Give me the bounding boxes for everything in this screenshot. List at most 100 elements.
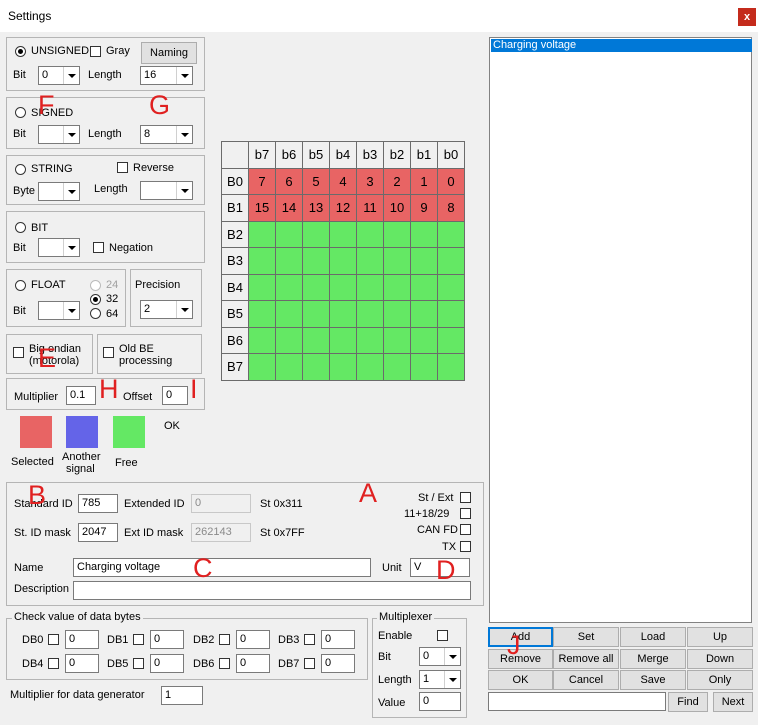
grid-bit-cell[interactable]: [356, 353, 384, 381]
standard-id-input[interactable]: 785: [78, 494, 118, 513]
grid-bit-cell[interactable]: [275, 326, 303, 354]
grid-bit-cell[interactable]: 8: [437, 194, 465, 222]
down-button[interactable]: Down: [687, 649, 753, 669]
db-checkbox[interactable]: [219, 634, 230, 645]
grid-bit-cell[interactable]: [410, 353, 438, 381]
grid-bit-cell[interactable]: 2: [383, 167, 411, 195]
save-button[interactable]: Save: [620, 670, 686, 690]
db-value-input[interactable]: 0: [150, 630, 184, 649]
mux-enable-checkbox[interactable]: [437, 630, 448, 641]
old-be-checkbox[interactable]: [103, 347, 114, 358]
db-checkbox[interactable]: [304, 658, 315, 669]
db-checkbox[interactable]: [133, 634, 144, 645]
string-length-select[interactable]: [140, 181, 193, 200]
db-checkbox[interactable]: [304, 634, 315, 645]
unsigned-radio[interactable]: [15, 46, 26, 57]
grid-bit-cell[interactable]: [356, 220, 384, 248]
grid-bit-cell[interactable]: [356, 326, 384, 354]
grid-bit-cell[interactable]: [437, 247, 465, 275]
string-byte-select[interactable]: [38, 182, 80, 201]
unit-input[interactable]: V: [410, 558, 470, 577]
description-input[interactable]: [73, 581, 471, 600]
grid-bit-cell[interactable]: [302, 326, 330, 354]
grid-bit-cell[interactable]: [302, 300, 330, 328]
grid-bit-cell[interactable]: [383, 326, 411, 354]
db-value-input[interactable]: 0: [236, 654, 270, 673]
bit-bit-select[interactable]: [38, 238, 80, 257]
mux-value-input[interactable]: 0: [419, 692, 461, 711]
grid-bit-cell[interactable]: [329, 353, 357, 381]
grid-bit-cell[interactable]: 15: [248, 194, 276, 222]
load-button[interactable]: Load: [620, 627, 686, 647]
grid-bit-cell[interactable]: 4: [329, 167, 357, 195]
grid-bit-cell[interactable]: 13: [302, 194, 330, 222]
grid-bit-cell[interactable]: 9: [410, 194, 438, 222]
db-value-input[interactable]: 0: [236, 630, 270, 649]
grid-bit-cell[interactable]: [437, 326, 465, 354]
negation-checkbox[interactable]: [93, 242, 104, 253]
grid-bit-cell[interactable]: [275, 300, 303, 328]
db-value-input[interactable]: 0: [321, 654, 355, 673]
cancel-button[interactable]: Cancel: [553, 670, 619, 690]
db-checkbox[interactable]: [133, 658, 144, 669]
set-button[interactable]: Set: [553, 627, 619, 647]
list-item[interactable]: Charging voltage: [491, 39, 752, 52]
grid-bit-cell[interactable]: [329, 273, 357, 301]
only-button[interactable]: Only: [687, 670, 753, 690]
grid-bit-cell[interactable]: [275, 273, 303, 301]
grid-bit-cell[interactable]: 1: [410, 167, 438, 195]
remove-button[interactable]: Remove: [488, 649, 553, 669]
string-radio[interactable]: [15, 164, 26, 175]
db-checkbox[interactable]: [48, 634, 59, 645]
grid-bit-cell[interactable]: [275, 353, 303, 381]
grid-bit-cell[interactable]: [437, 353, 465, 381]
grid-bit-cell[interactable]: [410, 326, 438, 354]
grid-bit-cell[interactable]: [302, 353, 330, 381]
signed-radio[interactable]: [15, 107, 26, 118]
remove-all-button[interactable]: Remove all: [553, 649, 619, 669]
unsigned-length-select[interactable]: 16: [140, 66, 193, 85]
ext-mask-input[interactable]: 262143: [191, 523, 251, 542]
grid-bit-cell[interactable]: [248, 220, 276, 248]
grid-bit-cell[interactable]: [302, 220, 330, 248]
find-button[interactable]: Find: [668, 692, 708, 712]
ok-button[interactable]: OK: [488, 670, 553, 690]
float-bit-select[interactable]: [38, 301, 80, 320]
grid-bit-cell[interactable]: [410, 300, 438, 328]
offset-input[interactable]: 0: [162, 386, 188, 405]
unsigned-bit-select[interactable]: 0: [38, 66, 80, 85]
float-32-radio[interactable]: [90, 294, 101, 305]
db-value-input[interactable]: 0: [321, 630, 355, 649]
up-button[interactable]: Up: [687, 627, 753, 647]
signed-bit-select[interactable]: [38, 125, 80, 144]
extended-id-input[interactable]: 0: [191, 494, 251, 513]
can-fd-checkbox[interactable]: [460, 524, 471, 535]
generator-input[interactable]: 1: [161, 686, 203, 705]
name-input[interactable]: Charging voltage: [73, 558, 371, 577]
st-ext-checkbox[interactable]: [460, 492, 471, 503]
grid-bit-cell[interactable]: 12: [329, 194, 357, 222]
opt-1118-checkbox[interactable]: [460, 508, 471, 519]
grid-bit-cell[interactable]: 11: [356, 194, 384, 222]
precision-select[interactable]: 2: [140, 300, 193, 319]
grid-bit-cell[interactable]: [383, 300, 411, 328]
grid-bit-cell[interactable]: [248, 326, 276, 354]
grid-bit-cell[interactable]: [248, 353, 276, 381]
grid-bit-cell[interactable]: [383, 353, 411, 381]
signal-list[interactable]: Charging voltage: [489, 37, 752, 623]
find-input[interactable]: [488, 692, 666, 711]
grid-bit-cell[interactable]: 7: [248, 167, 276, 195]
grid-bit-cell[interactable]: [410, 220, 438, 248]
db-value-input[interactable]: 0: [65, 654, 99, 673]
float-64-radio[interactable]: [90, 308, 101, 319]
gray-checkbox[interactable]: [90, 46, 101, 57]
grid-bit-cell[interactable]: [302, 273, 330, 301]
grid-bit-cell[interactable]: 14: [275, 194, 303, 222]
big-endian-checkbox[interactable]: [13, 347, 24, 358]
naming-button[interactable]: Naming: [141, 42, 197, 64]
grid-bit-cell[interactable]: 5: [302, 167, 330, 195]
grid-bit-cell[interactable]: [356, 300, 384, 328]
db-checkbox[interactable]: [48, 658, 59, 669]
db-checkbox[interactable]: [219, 658, 230, 669]
close-button[interactable]: x: [738, 8, 756, 26]
